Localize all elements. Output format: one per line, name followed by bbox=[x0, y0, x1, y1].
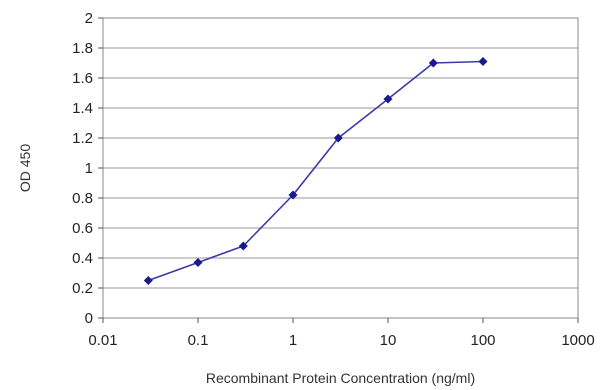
x-axis-title: Recombinant Protein Concentration (ng/ml… bbox=[206, 370, 475, 386]
y-tick-label: 1.2 bbox=[72, 130, 93, 147]
x-tick-label: 0.01 bbox=[88, 332, 117, 349]
data-point bbox=[383, 94, 393, 104]
x-tick-label: 1000 bbox=[561, 332, 594, 349]
y-tick-label: 0.4 bbox=[72, 250, 93, 267]
x-tick-label: 10 bbox=[380, 332, 397, 349]
y-tick-label: 0.6 bbox=[72, 220, 93, 237]
grid-layer bbox=[103, 47, 578, 289]
y-tick-label: 0 bbox=[85, 310, 93, 327]
y-tick-label: 0.2 bbox=[72, 280, 93, 297]
y-tick-label: 1.4 bbox=[72, 100, 93, 117]
series-layer bbox=[143, 57, 488, 285]
x-tick-label: 100 bbox=[470, 332, 495, 349]
data-point bbox=[428, 58, 438, 68]
data-point bbox=[238, 241, 248, 251]
x-tick-label: 1 bbox=[289, 332, 297, 349]
tick-layer: 0 0.2 0.4 0.6 0.8 1 1.2 1.4 1.6 1.8 2 0.01 0.1 1 10 100… bbox=[72, 10, 595, 349]
y-tick-label: 1 bbox=[85, 160, 93, 177]
data-point bbox=[288, 190, 298, 200]
y-tick-label: 1.6 bbox=[72, 70, 93, 87]
y-tick-label: 2 bbox=[85, 10, 93, 27]
data-point bbox=[143, 276, 153, 285]
x-tick-label: 0.1 bbox=[188, 332, 209, 349]
data-point bbox=[478, 57, 488, 66]
y-axis-title: OD 450 bbox=[17, 144, 33, 192]
y-tick-label: 1.8 bbox=[72, 40, 93, 57]
y-tick-label: 0.8 bbox=[72, 190, 93, 207]
data-point bbox=[333, 133, 343, 143]
series-line bbox=[148, 60, 484, 282]
data-point bbox=[193, 258, 203, 267]
